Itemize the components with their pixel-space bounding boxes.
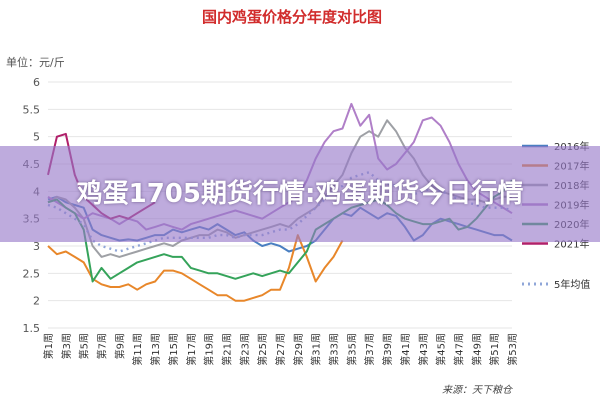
x-tick-label: 第5周	[78, 333, 91, 359]
y-tick-label: 6	[33, 76, 40, 89]
x-tick-label: 第17周	[185, 333, 198, 366]
x-tick-label: 第25周	[256, 333, 269, 366]
x-tick-label: 第19周	[203, 333, 216, 366]
x-tick-label: 第9周	[113, 333, 126, 359]
y-tick-label: 3	[33, 240, 40, 253]
x-tick-label: 第37周	[363, 333, 376, 366]
x-tick-label: 第13周	[149, 333, 162, 366]
x-tick-label: 第33周	[328, 333, 341, 366]
x-tick-label: 第53周	[506, 333, 519, 366]
y-tick-label: 2	[33, 295, 40, 308]
chart-title: 国内鸡蛋价格分年度对比图	[202, 8, 382, 26]
x-tick-label: 第43周	[417, 333, 430, 366]
x-tick-label: 第15周	[167, 333, 180, 366]
series-line-1	[47, 234, 344, 302]
source-label: 来源：天下粮仓	[442, 384, 513, 396]
headline-text: 鸡蛋1705期货行情:鸡蛋期货今日行情	[76, 179, 524, 209]
x-tick-label: 第29周	[292, 333, 305, 366]
legend-label: 5年均值	[554, 278, 590, 291]
x-tick-label: 第31周	[310, 333, 323, 366]
x-tick-label: 第1周	[42, 333, 55, 359]
y-tick-label: 2.5	[23, 267, 41, 280]
x-tick-label: 第51周	[488, 333, 501, 366]
x-tick-label: 第39周	[381, 333, 394, 366]
x-tick-label: 第7周	[96, 333, 109, 359]
x-tick-label: 第27周	[274, 333, 287, 366]
x-tick-label: 第47周	[452, 333, 465, 366]
y-tick-label: 5.5	[23, 103, 41, 116]
x-tick-label: 第35周	[345, 333, 358, 366]
x-tick-label: 第3周	[60, 333, 73, 359]
x-axis-ticks: 第1周 第3周 第5周 第7周 第9周 第11周 第13周 第15周 第17周 第19周 第21周第…	[42, 333, 519, 366]
x-tick-label: 第41周	[399, 333, 412, 366]
x-tick-label: 第11周	[131, 333, 144, 366]
x-tick-label: 第49周	[470, 333, 483, 366]
y-tick-label: 5	[33, 131, 40, 144]
x-tick-label: 第45周	[435, 333, 448, 366]
headline-banner: 鸡蛋1705期货行情:鸡蛋期货今日行情	[0, 146, 600, 242]
x-tick-label: 第21周	[220, 333, 233, 366]
unit-label: 单位：元/斤	[6, 55, 65, 69]
y-tick-label: 1.5	[23, 322, 41, 335]
x-tick-label: 第23周	[238, 333, 251, 366]
